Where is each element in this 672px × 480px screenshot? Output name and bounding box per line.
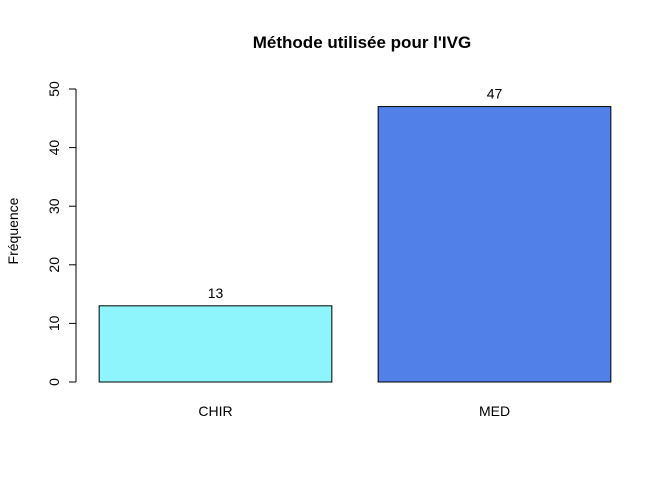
y-tick-label: 20 xyxy=(46,257,62,273)
bar-chir xyxy=(98,305,333,383)
y-tick-label: 30 xyxy=(46,198,62,214)
y-tick-label: 50 xyxy=(46,81,62,97)
bar-med xyxy=(377,106,612,383)
y-axis-label: Fréquence xyxy=(5,197,21,264)
data-label: 47 xyxy=(487,86,503,102)
x-axis-labels: CHIR MED xyxy=(198,403,510,419)
y-tick-label: 0 xyxy=(46,378,62,386)
y-tick-label: 10 xyxy=(46,315,62,331)
y-tick-label: 40 xyxy=(46,140,62,156)
x-tick-label: MED xyxy=(479,403,510,419)
x-tick-label: CHIR xyxy=(198,403,232,419)
data-label: 13 xyxy=(208,285,224,301)
bars: 13 47 xyxy=(98,86,612,383)
chart-title: Méthode utilisée pour l'IVG xyxy=(253,33,471,52)
y-axis: 0 10 20 30 40 50 xyxy=(46,81,77,386)
